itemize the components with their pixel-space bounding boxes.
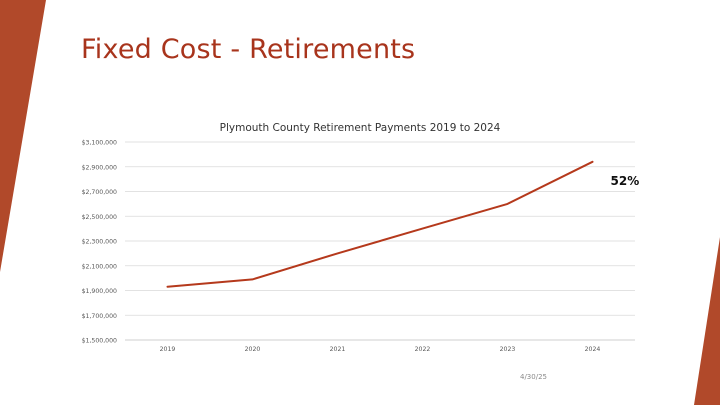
slide-date: 4/30/25 [520, 373, 547, 381]
annotation-label: 52% [611, 174, 640, 188]
x-tick-label: 2023 [500, 346, 516, 353]
x-tick-label: 2019 [160, 346, 176, 353]
y-tick-label: $3,100,000 [82, 140, 117, 147]
series-line [166, 160, 594, 288]
x-tick-label: 2020 [245, 346, 261, 353]
y-tick-label: $1,700,000 [82, 313, 117, 320]
y-tick-label: $2,900,000 [82, 164, 117, 171]
left-accent-band [0, 0, 46, 272]
chart-title: Plymouth County Retirement Payments 2019… [220, 122, 501, 134]
x-tick-label: 2024 [585, 346, 601, 353]
y-tick-label: $2,700,000 [82, 189, 117, 196]
y-tick-label: $2,500,000 [82, 214, 117, 221]
y-tick-label: $2,300,000 [82, 239, 117, 246]
x-tick-label: 2021 [330, 346, 346, 353]
right-accent-band [694, 237, 720, 405]
x-tick-label: 2022 [415, 346, 431, 353]
y-tick-label: $1,900,000 [82, 288, 117, 295]
slide-title: Fixed Cost - Retirements [81, 34, 416, 65]
y-tick-label: $1,500,000 [82, 338, 117, 345]
y-tick-label: $2,100,000 [82, 263, 117, 270]
